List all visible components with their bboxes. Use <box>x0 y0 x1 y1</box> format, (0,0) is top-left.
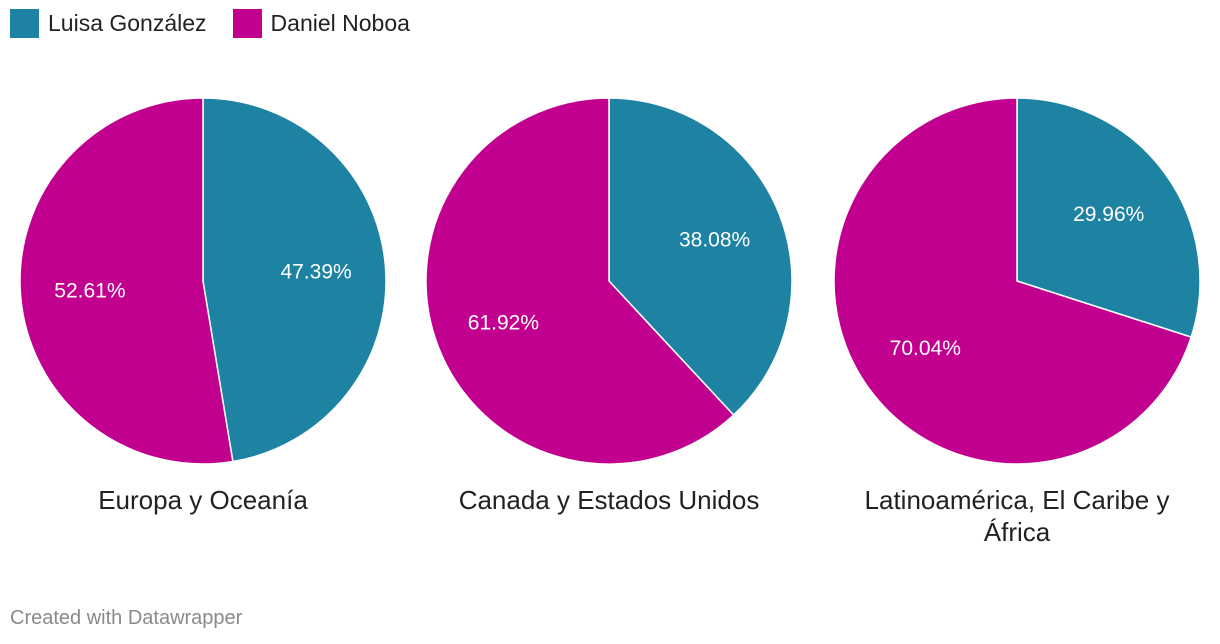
legend-item-luisa-gonzalez[interactable]: Luisa González <box>10 9 207 38</box>
pie-slice-luisa-gonzalez[interactable] <box>1016 97 1201 339</box>
legend-label-daniel-noboa: Daniel Noboa <box>270 10 410 36</box>
pie-svg: 38.08% 61.92% <box>425 97 793 465</box>
slice-value-label: 52.61% <box>54 279 125 302</box>
pie-svg: 29.96% 70.04% <box>833 97 1201 465</box>
pie-chart-2: 38.08% 61.92% Canada y Estados Unidos <box>409 0 809 600</box>
legend-swatch-luisa-gonzalez <box>10 9 39 38</box>
credit-text: Created with Datawrapper <box>10 607 243 629</box>
pie-chart-1: 47.39% 52.61% Europa y Oceanía <box>3 0 403 600</box>
slice-value-label: 70.04% <box>890 337 961 360</box>
pie-slice-daniel-noboa[interactable] <box>425 97 735 465</box>
pie-slice-daniel-noboa[interactable] <box>19 97 234 465</box>
slice-value-label: 38.08% <box>679 228 750 251</box>
legend-label-luisa-gonzalez: Luisa González <box>48 10 207 36</box>
pie-charts-area: 47.39% 52.61% Europa y Oceanía 38.08% 61.92%… <box>3 0 1217 600</box>
slice-value-label: 29.96% <box>1073 203 1144 226</box>
slice-value-label: 61.92% <box>468 312 539 335</box>
pie-chart-3: 29.96% 70.04% Latinoamérica, El Caribe y Á… <box>817 0 1217 600</box>
pie-svg: 47.39% 52.61% <box>19 97 387 465</box>
pie-chart-title: Canada y Estados Unidos <box>458 485 760 515</box>
pie-slice-daniel-noboa[interactable] <box>833 97 1193 465</box>
pie-chart-title: Europa y Oceanía <box>98 485 308 515</box>
slice-value-label: 47.39% <box>280 261 351 284</box>
pie-slice-luisa-gonzalez[interactable] <box>608 97 793 417</box>
pie-chart-title: Latinoamérica, El Caribe y África <box>864 485 1170 547</box>
pie-slice-luisa-gonzalez[interactable] <box>202 97 387 463</box>
legend: Luisa González Daniel Noboa <box>10 9 436 38</box>
legend-swatch-daniel-noboa <box>232 9 262 38</box>
legend-item-daniel-noboa[interactable]: Daniel Noboa <box>232 9 410 38</box>
